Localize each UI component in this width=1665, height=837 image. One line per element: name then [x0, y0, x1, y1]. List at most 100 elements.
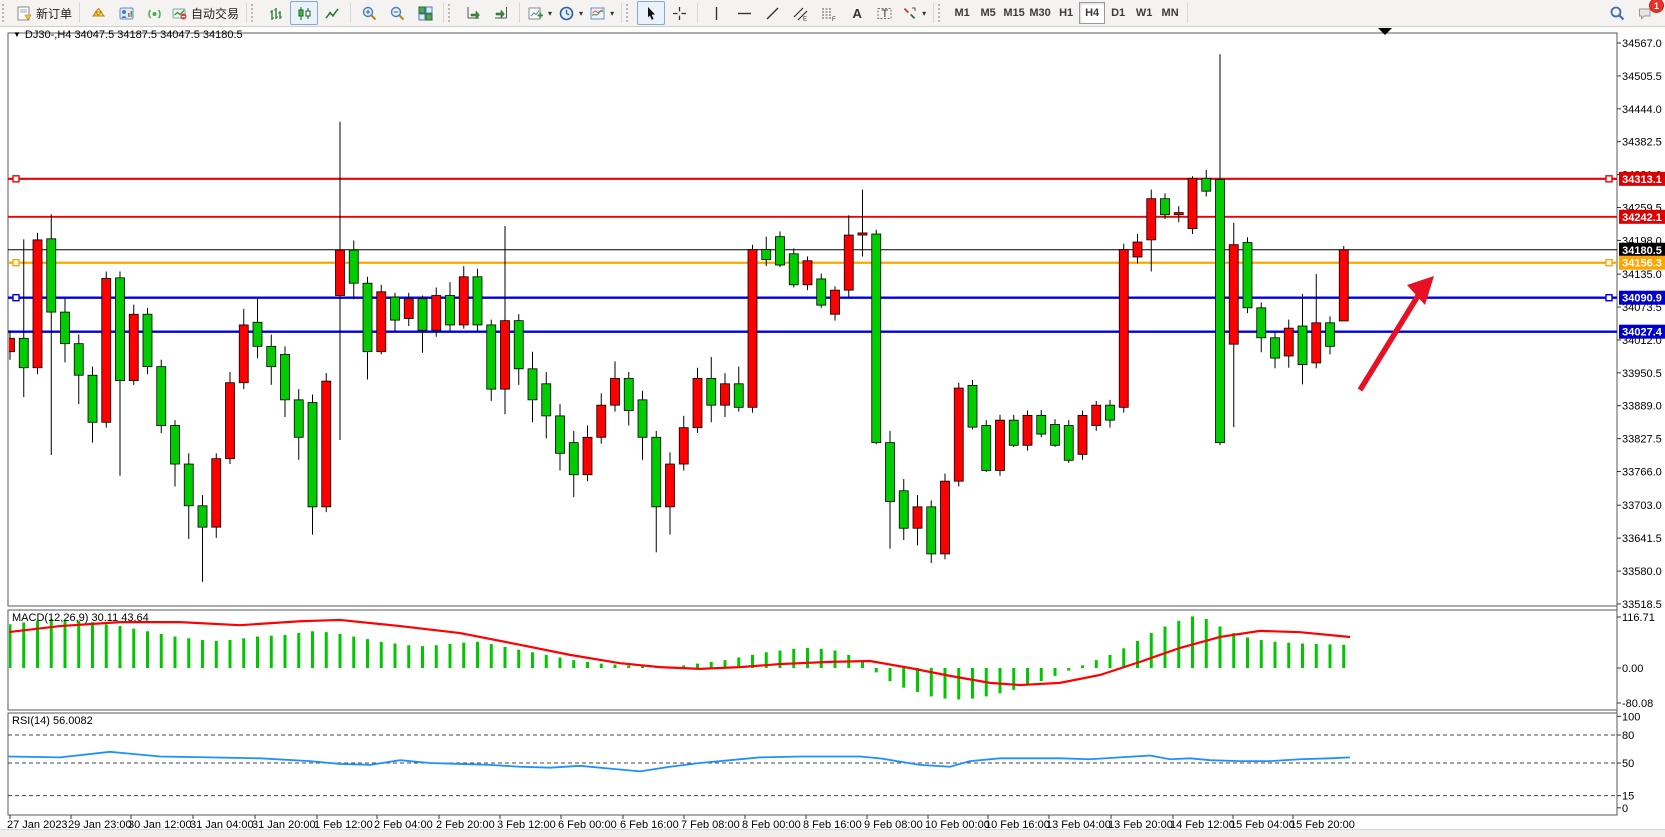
- time-label: 13 Feb 20:00: [1108, 819, 1173, 831]
- equidistant-channel-button[interactable]: E: [786, 1, 814, 25]
- notifications-button[interactable]: 1: [1631, 0, 1664, 25]
- dropdown-caret-icon[interactable]: ▾: [610, 8, 615, 18]
- candle: [761, 249, 772, 261]
- timeframe-button-w1[interactable]: W1: [1135, 7, 1153, 19]
- line-chart-button[interactable]: [318, 1, 346, 25]
- candle: [1146, 198, 1157, 241]
- line-handle[interactable]: [12, 259, 20, 267]
- candle: [1201, 177, 1212, 192]
- candle: [1105, 404, 1115, 421]
- arrows-button[interactable]: ▾: [898, 1, 929, 25]
- new-order-button[interactable]: 新订单: [13, 1, 75, 25]
- timeframe-button-m30[interactable]: M30: [1029, 7, 1051, 19]
- text-label-button[interactable]: T: [870, 1, 898, 25]
- dropdown-caret-icon[interactable]: ▾: [579, 8, 584, 18]
- bar-chart-button[interactable]: [262, 1, 290, 25]
- candlestick-chart-button[interactable]: [290, 1, 319, 25]
- zoom-out-button[interactable]: [383, 1, 411, 25]
- chart-title-text: DJ30-,H4 34047.5 34187.5 34047.5 34180.5: [24, 29, 243, 41]
- price-axis[interactable]: 34567.034505.534444.034382.534321.034259…: [1617, 38, 1665, 611]
- macd-pane[interactable]: [7, 609, 1618, 711]
- signals-button[interactable]: [140, 1, 168, 25]
- zoom-in-button[interactable]: [355, 1, 383, 25]
- time-label: 6 Feb 16:00: [620, 819, 679, 831]
- horizontal-line-button[interactable]: [730, 1, 758, 25]
- candle: [1022, 414, 1033, 446]
- rsi-axis-label: 80: [1622, 730, 1634, 742]
- timeframe-button-h1[interactable]: H1: [1059, 7, 1074, 19]
- timeframe-button-mn[interactable]: MN: [1161, 7, 1179, 19]
- line-handle[interactable]: [12, 294, 20, 302]
- line-handle[interactable]: [1605, 259, 1613, 267]
- cursor-icon: [647, 6, 655, 20]
- notification-badge: 1: [1649, 0, 1664, 13]
- cursor-button[interactable]: [637, 1, 666, 25]
- candle: [720, 383, 730, 406]
- text-label-icon: T: [877, 7, 892, 20]
- fibonacci-button[interactable]: F: [814, 1, 842, 25]
- svg-text:F: F: [832, 17, 836, 22]
- dropdown-caret-icon[interactable]: ▾: [922, 8, 927, 18]
- symbol-dropdown-icon[interactable]: ▼: [13, 30, 21, 39]
- timeframe-button-d1[interactable]: D1: [1111, 7, 1126, 19]
- candle: [142, 313, 153, 368]
- chart-shift-button[interactable]: [487, 1, 515, 25]
- rsi-indicator-label: RSI(14) 56.0082: [12, 715, 93, 727]
- data-window-button[interactable]: [112, 1, 140, 25]
- svg-text:33827.5: 33827.5: [1622, 434, 1662, 446]
- svg-text:34073.5: 34073.5: [1622, 302, 1662, 314]
- candle: [211, 458, 222, 528]
- price-tag-34313.1: 34313.1: [1619, 171, 1665, 186]
- new-chart-button[interactable]: ▾: [524, 1, 555, 25]
- svg-text:34135.0: 34135.0: [1622, 269, 1662, 281]
- main-pane[interactable]: [7, 32, 1618, 607]
- tile-windows-button[interactable]: [411, 1, 439, 25]
- svg-text:T: T: [881, 8, 888, 20]
- bar-chart-icon: [269, 7, 282, 20]
- dropdown-caret-icon[interactable]: ▾: [548, 8, 553, 18]
- shift-end-marker[interactable]: [1378, 28, 1392, 35]
- trendline-button[interactable]: [758, 1, 786, 25]
- autotrade-button[interactable]: 自动交易: [168, 1, 242, 25]
- candle: [1283, 327, 1294, 357]
- svg-text:34567.0: 34567.0: [1622, 38, 1662, 50]
- period-button[interactable]: ▾: [555, 1, 586, 25]
- timeframe-button-h4[interactable]: H4: [1079, 2, 1106, 24]
- new-order-icon: [17, 6, 32, 21]
- line-handle[interactable]: [1605, 294, 1613, 302]
- vertical-line-button[interactable]: [702, 1, 730, 25]
- template-button[interactable]: ▾: [586, 1, 617, 25]
- candle: [1132, 241, 1143, 258]
- market-watch-button[interactable]: [84, 1, 112, 25]
- svg-text:34382.5: 34382.5: [1622, 137, 1662, 149]
- auto-scroll-button[interactable]: [459, 1, 487, 25]
- toolbar-grip: [626, 4, 633, 22]
- rsi-pane[interactable]: [7, 712, 1618, 816]
- price-tag-34180.5: 34180.5: [1619, 242, 1665, 257]
- line-handle[interactable]: [12, 175, 20, 183]
- candle: [1325, 322, 1335, 347]
- chart-title[interactable]: ▼ DJ30-,H4 34047.5 34187.5 34047.5 34180.…: [13, 29, 243, 41]
- autotrade-icon: [172, 8, 187, 19]
- candle: [1215, 179, 1225, 444]
- candle: [596, 404, 607, 438]
- svg-text:34180.5: 34180.5: [1622, 245, 1662, 257]
- toolbar-grip: [251, 4, 258, 22]
- line-chart-icon: [324, 8, 339, 18]
- timeframe-button-m15[interactable]: M15: [1003, 7, 1025, 19]
- text-button[interactable]: A: [842, 1, 870, 25]
- timeframe-button-m1[interactable]: M1: [954, 7, 970, 19]
- timeframe-button-m5[interactable]: M5: [980, 7, 996, 19]
- search-button[interactable]: [1603, 1, 1631, 25]
- toolbar-grip: [2, 4, 9, 22]
- auto-scroll-icon: [467, 6, 480, 20]
- crosshair-button[interactable]: [665, 1, 693, 25]
- line-handle[interactable]: [1605, 175, 1613, 183]
- svg-text:33518.5: 33518.5: [1622, 599, 1662, 611]
- trend-arrow-annotation[interactable]: [1357, 276, 1434, 392]
- signal-icon: [147, 9, 161, 18]
- time-label: 3 Feb 12:00: [497, 819, 556, 831]
- candle: [18, 337, 29, 369]
